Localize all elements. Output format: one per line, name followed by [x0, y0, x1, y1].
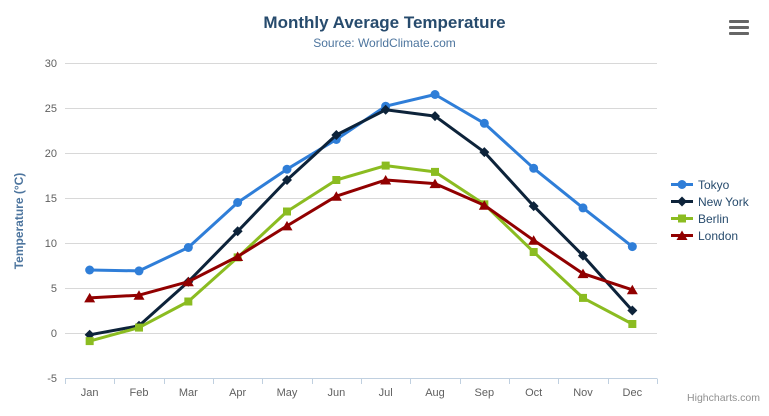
grid-lines — [65, 63, 657, 379]
legend-item-label: New York — [698, 194, 749, 209]
hamburger-icon — [729, 26, 749, 29]
x-tick-label: Nov — [573, 387, 593, 399]
chart-title: Monthly Average Temperature — [263, 13, 506, 32]
legend-item-label: Tokyo — [698, 177, 730, 192]
circle-marker-icon — [671, 180, 693, 189]
y-tick-label: 25 — [45, 103, 57, 115]
x-tick-label: Mar — [179, 387, 198, 399]
x-tick-label: Oct — [525, 387, 542, 399]
x-tick-label: Apr — [229, 387, 246, 399]
hamburger-icon — [729, 20, 749, 23]
x-tick-label: Jan — [81, 387, 99, 399]
x-tick-label: Jun — [327, 387, 345, 399]
legend-item-london[interactable]: London — [671, 227, 749, 244]
y-tick-label: 0 — [51, 328, 57, 340]
y-axis-labels: -5 0 5 10 15 20 25 30 — [45, 58, 57, 385]
series-london[interactable] — [84, 175, 638, 303]
legend-item-tokyo[interactable]: Tokyo — [671, 176, 749, 193]
x-tick-label: Aug — [425, 387, 445, 399]
y-tick-label: 15 — [45, 193, 57, 205]
diamond-marker-icon — [671, 196, 693, 207]
legend: Tokyo New York Berlin London — [671, 176, 749, 244]
y-tick-label: 20 — [45, 148, 57, 160]
y-tick-label: -5 — [47, 373, 57, 385]
legend-item-berlin[interactable]: Berlin — [671, 210, 749, 227]
series-new-york[interactable] — [84, 104, 638, 340]
series-berlin[interactable] — [85, 161, 637, 346]
x-axis — [65, 378, 658, 384]
square-marker-icon — [671, 214, 693, 223]
hamburger-icon — [729, 32, 749, 35]
y-tick-label: 10 — [45, 238, 57, 250]
credits-link[interactable]: Highcharts.com — [687, 392, 760, 404]
x-tick-label: Jul — [379, 387, 393, 399]
legend-item-new-york[interactable]: New York — [671, 193, 749, 210]
legend-item-label: London — [698, 228, 739, 243]
y-axis-title: Temperature (°C) — [12, 172, 26, 270]
x-tick-label: Dec — [623, 387, 643, 399]
chart-subtitle: Source: WorldClimate.com — [313, 36, 456, 50]
export-menu-button[interactable] — [729, 20, 749, 35]
x-tick-label: May — [277, 387, 298, 399]
series-tokyo[interactable] — [85, 90, 637, 276]
x-tick-label: Feb — [130, 387, 149, 399]
x-axis-labels: Jan Feb Mar Apr May Jun Jul Aug Sep Oct Nov Dec — [81, 387, 643, 399]
triangle-marker-icon — [671, 230, 693, 240]
y-tick-label: 5 — [51, 283, 57, 295]
legend-item-label: Berlin — [698, 211, 729, 226]
y-tick-label: 30 — [45, 58, 57, 70]
x-tick-label: Sep — [475, 387, 495, 399]
